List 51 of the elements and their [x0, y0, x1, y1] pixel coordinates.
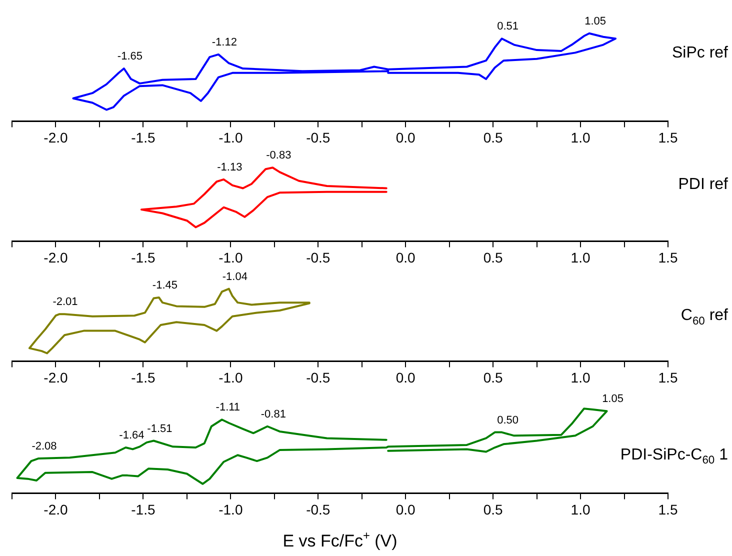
text: PDI ref	[678, 176, 729, 194]
annotation: -0.83	[266, 150, 292, 162]
annotation: 1.05	[584, 15, 606, 28]
x-tick-label: 1.5	[658, 249, 678, 266]
x-tick-label: -0.5	[306, 249, 330, 266]
x-tick-label: -1.0	[218, 501, 243, 518]
x-tick-label: 1.5	[658, 501, 678, 518]
annotation: -0.81	[260, 408, 286, 420]
x-tick-label: 1.5	[658, 369, 678, 386]
x-tick-label: -1.5	[131, 369, 156, 386]
x-tick-label: -2.0	[44, 249, 68, 266]
x-tick-label: 0.5	[483, 369, 504, 386]
annotation: -1.12	[212, 36, 237, 48]
annotation: 1.05	[602, 393, 624, 406]
x-tick-label: 0.0	[396, 501, 416, 518]
x-tick-label: 0.0	[396, 129, 416, 146]
x-tick-label: -1.5	[131, 249, 156, 266]
x-tick-label: -1.0	[218, 249, 243, 266]
x-tick-label: 0.0	[396, 249, 416, 266]
x-tick-label: -0.5	[306, 369, 330, 386]
x-tick-label: 1.0	[570, 369, 590, 386]
x-tick-label: -0.5	[306, 129, 330, 146]
x-tick-label: -0.5	[306, 501, 330, 518]
x-tick-label: 1.0	[570, 129, 590, 146]
annotation: -1.65	[117, 50, 142, 63]
x-tick-label: 0.5	[483, 129, 504, 146]
annotation: -1.51	[147, 422, 172, 435]
x-tick-label: 1.5	[658, 129, 678, 146]
annotation: -1.64	[119, 430, 144, 442]
x-tick-label: -2.0	[44, 369, 68, 386]
x-tick-label: -1.0	[218, 369, 243, 386]
x-tick-label: 1.0	[570, 249, 590, 266]
annotation: -1.04	[222, 270, 248, 283]
x-tick-label: 1.0	[570, 501, 590, 518]
annotation: -1.45	[152, 280, 178, 292]
x-tick-label: 0.5	[483, 501, 504, 518]
x-axis-title: E vs Fc/Fc+ (V)	[282, 528, 398, 551]
x-tick-label: -1.0	[218, 129, 243, 146]
x-tick-label: -1.5	[131, 129, 156, 146]
annotation: 0.50	[497, 414, 519, 426]
x-tick-label: -2.0	[44, 501, 68, 518]
x-tick-label: 0.0	[396, 369, 416, 386]
annotation: 0.51	[497, 20, 519, 33]
x-tick-label: -1.5	[131, 501, 156, 518]
annotation: -1.11	[216, 402, 240, 414]
annotation: -2.08	[32, 440, 57, 453]
annotation: -1.13	[217, 161, 242, 174]
text: SiPc ref	[672, 44, 729, 62]
x-tick-label: -2.0	[44, 129, 68, 146]
annotation: -2.01	[52, 296, 78, 308]
x-tick-label: 0.5	[483, 249, 504, 266]
